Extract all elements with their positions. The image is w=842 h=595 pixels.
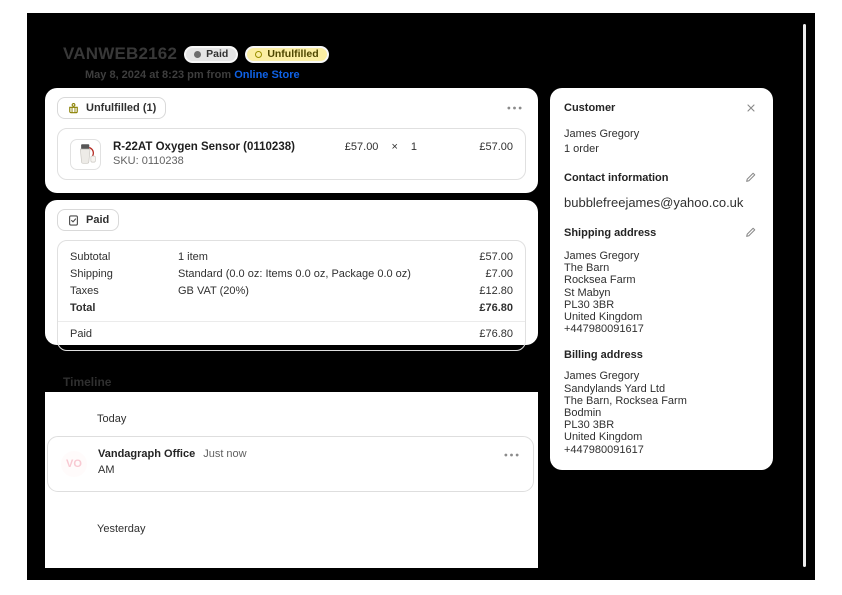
timeline-comment: VO Vandagraph Office Just now AM: [47, 436, 534, 492]
summary-row-taxes: Taxes GB VAT (20%) £12.80: [58, 282, 525, 299]
product-info: R-22AT Oxygen Sensor (0110238) SKU: 0110…: [113, 141, 295, 167]
summary-row-paid: Paid £76.80: [58, 320, 525, 343]
filled-dot-icon: [194, 50, 202, 58]
multiply-symbol: ×: [391, 141, 398, 153]
shipping-heading: Shipping address: [564, 226, 657, 239]
payment-status-badge: Paid: [184, 45, 239, 63]
timeline-panel: Today VO Vandagraph Office Just now AM Y…: [45, 392, 538, 568]
page-title: VANWEB2162: [63, 44, 178, 63]
row-detail: 1 item: [178, 250, 208, 263]
row-amount: £7.00: [485, 267, 513, 280]
unit-price: £57.00: [344, 141, 379, 153]
customer-name[interactable]: James Gregory: [564, 128, 640, 140]
edit-contact-button[interactable]: [742, 169, 759, 186]
row-amount: £12.80: [479, 284, 513, 297]
timeline-heading: Timeline: [63, 375, 112, 389]
online-store-link[interactable]: Online Store: [234, 69, 300, 81]
row-label: Taxes: [70, 284, 99, 297]
row-amount: £57.00: [479, 250, 513, 263]
row-amount: £76.80: [479, 327, 513, 340]
comment-author: Vandagraph Office: [98, 448, 196, 460]
open-circle-icon: [255, 50, 263, 58]
contact-section-header: Contact information: [564, 169, 759, 186]
row-label: Paid: [70, 327, 93, 340]
row-label: Subtotal: [70, 250, 111, 263]
product-title[interactable]: R-22AT Oxygen Sensor (0110238): [113, 141, 295, 153]
summary-row-shipping: Shipping Standard (0.0 oz: Items 0.0 oz,…: [58, 265, 525, 282]
avatar: VO: [61, 451, 87, 477]
comment-menu-button[interactable]: [500, 449, 523, 461]
fulfillment-card: Unfulfilled (1) R-22AT Oxygen Sensor (01…: [45, 88, 538, 193]
billing-heading: Billing address: [564, 349, 643, 362]
horizontal-dots-icon: [507, 106, 522, 110]
order-date-text: May 8, 2024 at 8:23 pm from: [85, 69, 232, 81]
pencil-icon: [746, 172, 756, 182]
row-label: Shipping: [70, 267, 113, 280]
price-quantity: £57.00 × 1: [345, 141, 417, 153]
comment-body: AM: [98, 464, 115, 476]
payment-status-badge-label: Paid: [206, 48, 229, 60]
summary-row-subtotal: Subtotal 1 item £57.00: [58, 248, 525, 265]
billing-section-header: Billing address: [564, 349, 759, 361]
order-header: VANWEB2162 Paid Unfulfilled: [63, 44, 329, 64]
order-date: May 8, 2024 at 8:23 pm from Online Store: [85, 69, 300, 81]
unfulfilled-chip-label: Unfulfilled (1): [86, 102, 157, 114]
payment-summary: Subtotal 1 item £57.00 Shipping Standard…: [57, 240, 526, 352]
payment-card: Paid Subtotal 1 item £57.00 Shipping Sta…: [45, 200, 538, 352]
shipping-section-header: Shipping address: [564, 224, 759, 241]
close-icon: [747, 104, 755, 112]
scrollbar[interactable]: [803, 24, 806, 567]
customer-orders-count: 1 order: [564, 143, 599, 155]
paid-chip-label: Paid: [86, 214, 110, 226]
row-label: Total: [70, 302, 96, 315]
billing-address: James Gregory Sandylands Yard Ltd The Ba…: [564, 370, 687, 456]
horizontal-dots-icon: [504, 453, 519, 457]
fulfillment-status-badge: Unfulfilled: [245, 45, 329, 63]
fulfillment-box-icon: [69, 102, 78, 113]
pencil-icon: [746, 227, 756, 237]
contact-heading: Contact information: [564, 171, 669, 184]
product-sku: SKU: 0110238: [113, 155, 184, 167]
summary-row-total: Total £76.80: [58, 300, 525, 317]
edit-shipping-button[interactable]: [742, 224, 759, 241]
paid-chip: Paid: [57, 209, 120, 231]
fulfillment-card-menu-button[interactable]: [503, 102, 526, 114]
shipping-address: James Gregory The Barn Rocksea Farm St M…: [564, 250, 644, 336]
unfulfilled-chip: Unfulfilled (1): [57, 97, 167, 119]
product-thumbnail[interactable]: [70, 138, 101, 170]
line-item: R-22AT Oxygen Sensor (0110238) SKU: 0110…: [57, 128, 526, 180]
fulfillment-card-header: Unfulfilled (1): [57, 97, 526, 119]
customer-card: Customer James Gregory 1 order Contact i…: [550, 88, 773, 470]
fulfillment-status-badge-label: Unfulfilled: [267, 48, 319, 60]
customer-email[interactable]: bubblefreejames@yahoo.co.uk: [564, 195, 744, 210]
today-label: Today: [97, 413, 127, 425]
customer-heading: Customer: [564, 102, 616, 114]
receipt-check-icon: [69, 214, 78, 226]
row-amount: £76.80: [479, 302, 513, 315]
comment-time: Just now: [203, 448, 247, 460]
row-detail: Standard (0.0 oz: Items 0.0 oz, Package …: [178, 267, 411, 280]
customer-card-header: Customer: [564, 100, 759, 116]
close-button[interactable]: [743, 100, 759, 116]
comment-header: Vandagraph Office Just now: [98, 448, 247, 460]
payment-card-header: Paid: [57, 209, 526, 231]
quantity: 1: [410, 141, 417, 153]
yesterday-label: Yesterday: [97, 523, 146, 535]
row-detail: GB VAT (20%): [178, 284, 249, 297]
line-total: £57.00: [479, 141, 513, 153]
oxygen-sensor-image: [79, 144, 96, 164]
